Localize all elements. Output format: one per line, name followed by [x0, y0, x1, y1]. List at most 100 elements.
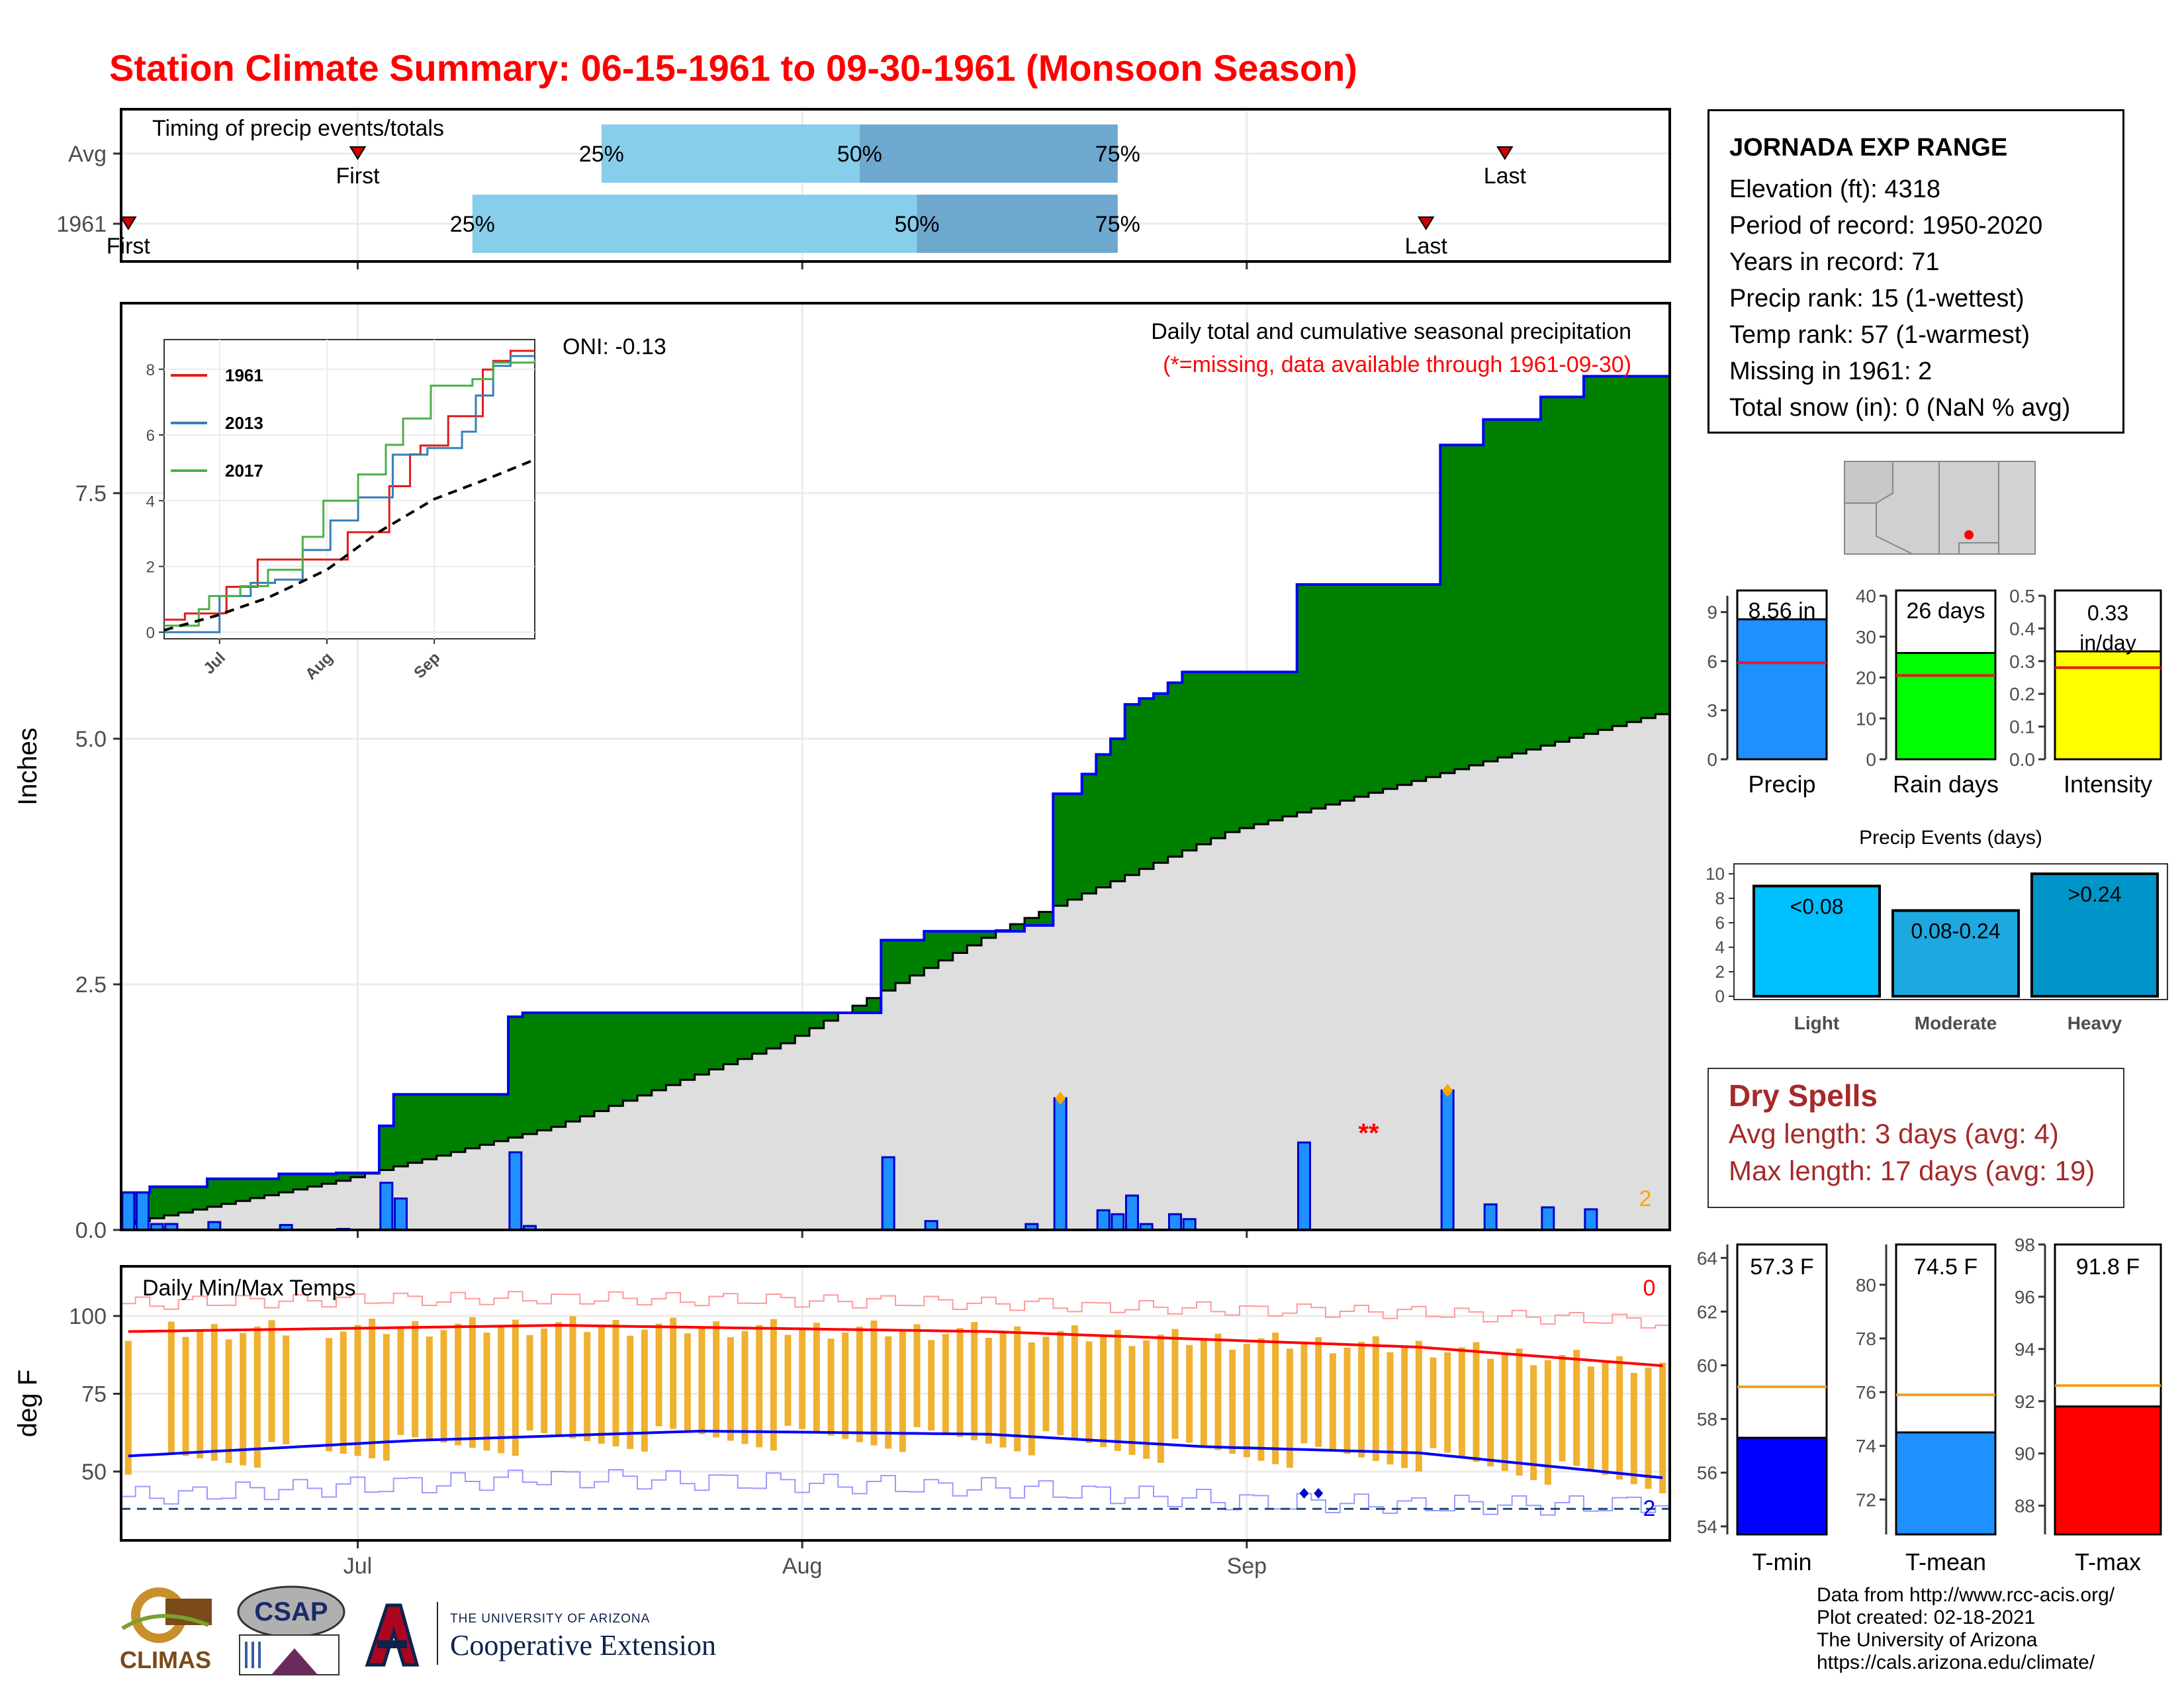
daily-temp-range-bar — [1343, 1347, 1351, 1454]
daily-temp-range-bar — [225, 1339, 232, 1464]
precip-y-tick-label: 7.5 — [75, 481, 107, 506]
daily-temp-range-bar — [670, 1317, 677, 1429]
daily-temp-range-bar — [641, 1329, 648, 1452]
max-precip-marker — [1442, 1084, 1453, 1098]
tbar-tick-label: 56 — [1697, 1463, 1717, 1483]
inset-legend-label: 2017 — [225, 461, 263, 481]
events-category-label: Light — [1794, 1013, 1839, 1033]
climas-logo-text: CLIMAS — [120, 1646, 211, 1673]
daily-temp-range-bar — [1458, 1347, 1465, 1458]
tbar-tick-label: 62 — [1697, 1301, 1717, 1322]
daily-precip-bar — [508, 1151, 523, 1230]
temp-count-top: 0 — [1643, 1276, 1656, 1301]
record-low-marker — [1314, 1487, 1324, 1499]
record-low-marker — [1299, 1487, 1309, 1499]
tbar-tick-label: 96 — [2015, 1287, 2035, 1307]
timing-first-label: First — [336, 164, 380, 189]
daily-temp-range-bar — [1257, 1338, 1265, 1461]
daily-temp-range-bar — [971, 1322, 978, 1440]
timing-bar-q25-q50 — [601, 124, 860, 183]
ua-small-text: THE UNIVERSITY OF ARIZONA — [450, 1612, 651, 1626]
summary-value-unit: in/day — [2079, 631, 2136, 655]
daily-temp-range-bar — [827, 1338, 835, 1436]
station-precip-rank: Precip rank: 15 (1-wettest) — [1729, 285, 2025, 312]
precip-annotation-missing: (*=missing, data available through 1961-… — [1163, 352, 1631, 377]
daily-precip-bar — [1440, 1089, 1455, 1230]
daily-temp-range-bar — [784, 1335, 792, 1426]
daily-temp-range-bar — [210, 1324, 218, 1461]
daily-temp-range-bar — [326, 1338, 333, 1452]
credit-url: https://cals.arizona.edu/climate/ — [1817, 1652, 2095, 1673]
timing-bar-q50-q75 — [859, 124, 1118, 183]
tbar-tick-label: 60 — [1697, 1356, 1717, 1376]
daily-temp-range-bar — [1300, 1342, 1308, 1444]
daily-precip-bar — [121, 1192, 136, 1230]
daily-temp-range-bar — [913, 1324, 921, 1428]
daily-temp-range-bar — [268, 1320, 275, 1442]
daily-temp-range-bar — [1171, 1329, 1179, 1439]
daily-temp-range-bar — [1229, 1349, 1236, 1454]
daily-temp-range-bar — [1444, 1352, 1451, 1453]
timing-q75-label: 75% — [1095, 142, 1140, 167]
daily-temp-range-bar — [526, 1335, 533, 1430]
credit-data-source: Data from http://www.rcc-acis.org/ — [1817, 1584, 2115, 1606]
station-elevation: Elevation (ft): 4318 — [1729, 175, 1940, 203]
daily-temp-range-bar — [942, 1334, 949, 1434]
daily-temp-range-bar — [799, 1329, 806, 1429]
daily-temp-range-bar — [1530, 1365, 1537, 1480]
daily-temp-range-bar — [1372, 1336, 1379, 1462]
station-name: JORNADA EXP RANGE — [1729, 134, 2008, 162]
credits: Data from http://www.rcc-acis.org/ Plot … — [1817, 1584, 2115, 1674]
timing-bar-q50-q75 — [917, 195, 1118, 253]
summary-bar-label: Precip — [1748, 771, 1815, 798]
events-bar — [1752, 884, 1881, 998]
events-bar — [2030, 872, 2159, 998]
temp-y-tick-label: 75 — [81, 1382, 107, 1407]
inset-legend-label: 2013 — [225, 413, 263, 433]
daily-temp-range-bar — [1487, 1358, 1494, 1467]
daily-temp-range-bar — [756, 1325, 763, 1448]
tbar-bar — [1895, 1431, 1997, 1536]
summary-bar-label: Intensity — [2064, 771, 2152, 798]
summary-bars: 0 3 6 9 8.56 in Precip 0 10 20 30 40 26 days Rain da… — [1707, 586, 2162, 798]
station-info-box: JORNADA EXP RANGE Elevation (ft): 4318 P… — [1707, 109, 2124, 434]
daily-temp-range-bar — [684, 1333, 691, 1432]
timing-last-marker — [1417, 216, 1435, 230]
summary-tick-label: 0 — [1866, 749, 1876, 770]
surplus-area — [121, 376, 1670, 1225]
daily-precip-bar — [1584, 1208, 1598, 1230]
tbar-tick-label: 80 — [1856, 1275, 1876, 1295]
summary-tick-label: 3 — [1707, 700, 1717, 721]
events-title: Precip Events (days) — [1859, 827, 2042, 849]
daily-temp-range-bar — [1473, 1342, 1480, 1462]
summary-value-label: 0.33 — [2087, 601, 2128, 625]
timing-first-label: First — [107, 234, 151, 259]
precip-y-axis-label: Inches — [13, 727, 42, 806]
daily-temp-range-bar — [813, 1323, 820, 1432]
events-tick-label: 4 — [1715, 937, 1725, 957]
summary-bar — [1736, 618, 1828, 761]
daily-temp-range-bar — [483, 1333, 490, 1451]
tbar-tick-label: 74 — [1856, 1436, 1876, 1456]
daily-temp-range-bar — [1114, 1330, 1121, 1451]
temp-y-tick-label: 50 — [81, 1460, 107, 1485]
inset-y-tick-label: 2 — [146, 559, 155, 577]
station-missing: Missing in 1961: 2 — [1729, 357, 1933, 385]
tbar-bar — [1736, 1436, 1828, 1536]
tbar-value-label: 57.3 F — [1750, 1254, 1813, 1280]
credit-university: The University of Arizona — [1817, 1629, 2038, 1651]
daily-temp-range-bar — [698, 1327, 705, 1434]
daily-temp-range-bar — [383, 1334, 390, 1461]
daily-temp-range-bar — [899, 1330, 906, 1452]
daily-precip-bar — [207, 1221, 222, 1230]
dry-spells-max: Max length: 17 days (avg: 19) — [1729, 1155, 2095, 1186]
daily-temp-range-bar — [1100, 1335, 1107, 1448]
tbar-tick-label: 92 — [2015, 1391, 2035, 1412]
daily-temp-range-bar — [870, 1320, 878, 1446]
events-category-label: Heavy — [2068, 1013, 2122, 1033]
timing-q50-label: 50% — [837, 142, 882, 167]
station-snow: Total snow (in): 0 (NaN % avg) — [1729, 394, 2071, 422]
daily-temp-range-bar — [1186, 1344, 1193, 1443]
tbar-value-label: 74.5 F — [1914, 1254, 1978, 1280]
precip-y-tick-label: 5.0 — [75, 727, 107, 752]
